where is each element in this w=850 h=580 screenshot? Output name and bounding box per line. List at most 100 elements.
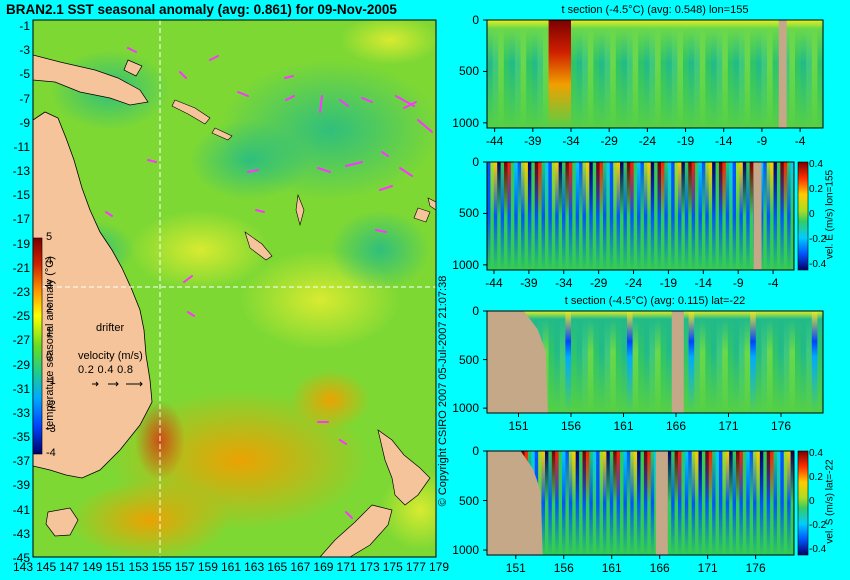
land-mask xyxy=(487,311,548,413)
velocity-colorbar-tick: 0.4 xyxy=(809,159,823,170)
section-column xyxy=(627,311,634,413)
map-y-tick-label: -17 xyxy=(12,212,30,227)
section-column xyxy=(558,451,563,555)
section-column xyxy=(579,451,584,555)
section-column xyxy=(749,451,754,555)
section-column xyxy=(761,311,768,413)
section-x-tick-label: 151 xyxy=(508,419,529,433)
map-colorbar-tick: 4 xyxy=(46,255,53,267)
section-column xyxy=(811,20,818,128)
section-column xyxy=(643,451,648,555)
section-x-tick-label: 156 xyxy=(553,561,574,575)
map-colorbar-tick: 5 xyxy=(46,231,53,243)
section-column xyxy=(585,451,590,555)
map-x-tick-label: 173 xyxy=(359,560,380,574)
section-column xyxy=(660,20,667,128)
section-column xyxy=(729,162,734,270)
section-x-tick-label: -44 xyxy=(485,276,503,290)
section-x-tick-label: -44 xyxy=(485,134,504,148)
section-column xyxy=(694,20,701,128)
section-column xyxy=(616,162,621,270)
map-x-tick-label: 175 xyxy=(382,560,403,574)
section-column xyxy=(521,162,526,270)
section-x-tick-label: -19 xyxy=(659,276,678,290)
section-column xyxy=(761,20,768,128)
section-column xyxy=(541,162,546,270)
section-column xyxy=(750,20,757,128)
section-column xyxy=(613,451,618,555)
section-column xyxy=(701,162,706,270)
section-column xyxy=(699,311,706,413)
section-column xyxy=(727,311,734,413)
section-column xyxy=(527,162,532,270)
section-column xyxy=(817,311,823,413)
section-column xyxy=(587,20,594,128)
section-column xyxy=(649,20,656,128)
section-column xyxy=(509,20,516,128)
section-column xyxy=(562,162,567,270)
section-column xyxy=(718,451,723,555)
section-column xyxy=(492,20,499,128)
section-column xyxy=(599,162,604,270)
section-column xyxy=(667,162,672,270)
map-y-tick-label: -27 xyxy=(12,333,30,348)
section-column xyxy=(674,162,679,270)
map-x-tick-label: 169 xyxy=(313,560,334,574)
section-panel-1 xyxy=(483,161,809,274)
land-mask xyxy=(487,451,543,555)
map-y-tick-label: -7 xyxy=(19,91,30,106)
section-column xyxy=(655,20,662,128)
section-column xyxy=(579,162,584,270)
drifter-label: drifter xyxy=(96,322,125,334)
section-column xyxy=(596,451,601,555)
section-y-tick-label: 1000 xyxy=(452,401,479,416)
section-x-tick-label: 176 xyxy=(745,561,766,575)
section-x-tick-label: 161 xyxy=(601,561,622,575)
section-column xyxy=(666,311,673,413)
section-column xyxy=(554,311,561,413)
section-column xyxy=(678,451,683,555)
map-y-tick-label: -43 xyxy=(12,526,30,541)
section-y-tick-label: 0 xyxy=(472,155,479,169)
section-column xyxy=(694,311,701,413)
section-column xyxy=(498,20,505,128)
section-column xyxy=(592,451,597,555)
section-column xyxy=(504,162,509,270)
section-column xyxy=(705,162,710,270)
map-y-tick-label: -1 xyxy=(19,19,30,33)
map-y-tick-label: -37 xyxy=(12,454,30,469)
map-x-tick-label: 145 xyxy=(36,560,57,574)
section-column xyxy=(585,162,590,270)
section-x-tick-label: -34 xyxy=(555,276,573,290)
section-column xyxy=(722,162,727,270)
section-column xyxy=(554,20,561,128)
section-column xyxy=(610,20,617,128)
section-column xyxy=(515,20,522,128)
section-column xyxy=(604,20,611,128)
section-column xyxy=(582,20,589,128)
section-column xyxy=(606,451,611,555)
section-column xyxy=(572,162,577,270)
section-column xyxy=(621,311,628,413)
map-y-tick-label: -15 xyxy=(12,188,30,203)
section-x-tick-label: -14 xyxy=(715,134,733,148)
section-column xyxy=(538,162,543,270)
section-x-tick-label: -4 xyxy=(767,276,779,290)
section-x-tick-label: -9 xyxy=(732,276,744,290)
section-column xyxy=(800,311,807,413)
section-x-tick-label: 166 xyxy=(649,561,670,575)
section-column xyxy=(643,20,650,128)
map-x-tick-label: 163 xyxy=(244,560,265,574)
map-x-tick-label: 177 xyxy=(405,560,426,574)
section-column xyxy=(811,311,818,413)
section-column xyxy=(640,451,645,555)
section-column xyxy=(623,451,628,555)
section-column xyxy=(558,162,563,270)
section-column xyxy=(582,451,587,555)
section-column xyxy=(711,20,718,128)
section-column xyxy=(514,162,519,270)
velocity-colorbar-label: vel. S (m/s) lat=-22 xyxy=(824,459,836,544)
section-column xyxy=(541,451,546,555)
section-column xyxy=(551,451,556,555)
